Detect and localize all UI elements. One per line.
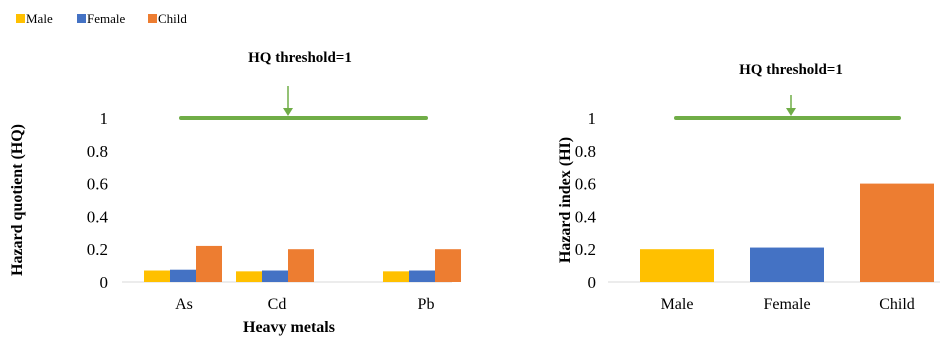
hi-y-tick-label: 0.6 — [575, 175, 596, 194]
legend-swatch-child — [148, 14, 157, 23]
hq-threshold-arrow — [283, 86, 293, 116]
hq-y-tick-label: 0.2 — [87, 240, 108, 259]
hq-threshold-label: HQ threshold=1 — [248, 50, 352, 66]
hq-bar-pb-female — [409, 270, 435, 282]
legend-label-female: Female — [87, 11, 125, 26]
hq-category-label-pb: Pb — [418, 296, 435, 313]
hi-category-label-female: Female — [763, 296, 810, 313]
hq-bar-cd-male — [236, 271, 262, 282]
hi-category-label-male: Male — [661, 296, 694, 313]
hq-bar-cd-child — [288, 249, 314, 282]
legend-swatch-female — [77, 14, 86, 23]
hi-chart: 0 0.2 0.4 0.6 0.8 1 Hazard index (HI) Male Femal… — [557, 62, 940, 313]
hi-y-axis-title: Hazard index (HI) — [557, 137, 574, 263]
hi-category-label-child: Child — [879, 296, 915, 313]
hq-bar-as-male — [144, 270, 170, 282]
hq-y-tick-label: 0 — [100, 273, 109, 292]
hi-threshold-arrow — [786, 95, 796, 116]
legend: Male Female Child — [16, 11, 187, 26]
hq-y-tick-label: 1 — [100, 109, 109, 128]
hq-bar-as-child — [196, 245, 222, 282]
hq-y-tick-label: 0.8 — [87, 142, 108, 161]
hi-y-tick-label: 0.8 — [575, 142, 596, 161]
hq-category-label-as: As — [175, 296, 193, 313]
hq-bar-cd-female — [262, 270, 288, 282]
hq-y-tick-label: 0.4 — [87, 207, 109, 226]
hi-y-tick-label: 1 — [588, 109, 597, 128]
hq-bar-pb-male — [383, 271, 409, 282]
hi-bar-female — [750, 247, 824, 282]
hq-y-tick-label: 0.6 — [87, 175, 108, 194]
hq-category-label-cd: Cd — [268, 296, 287, 313]
hi-threshold-label: HQ threshold=1 — [739, 62, 843, 78]
hq-bar-pb-child — [435, 249, 461, 282]
hq-bar-as-female — [170, 269, 196, 282]
hq-x-axis-title: Heavy metals — [243, 319, 335, 336]
hq-y-axis-title: Hazard quotient (HQ) — [9, 124, 26, 276]
hq-chart: 0 0.2 0.4 0.6 0.8 1 Hazard quotient (HQ) As Cd Pb… — [9, 50, 461, 336]
hi-y-tick-label: 0 — [588, 273, 597, 292]
hi-bar-child — [860, 183, 934, 282]
hi-bar-male — [640, 249, 714, 282]
hi-y-tick-label: 0.2 — [575, 240, 596, 259]
legend-label-male: Male — [26, 11, 53, 26]
legend-swatch-male — [16, 14, 25, 23]
legend-label-child: Child — [158, 11, 187, 26]
hi-y-tick-label: 0.4 — [575, 207, 597, 226]
